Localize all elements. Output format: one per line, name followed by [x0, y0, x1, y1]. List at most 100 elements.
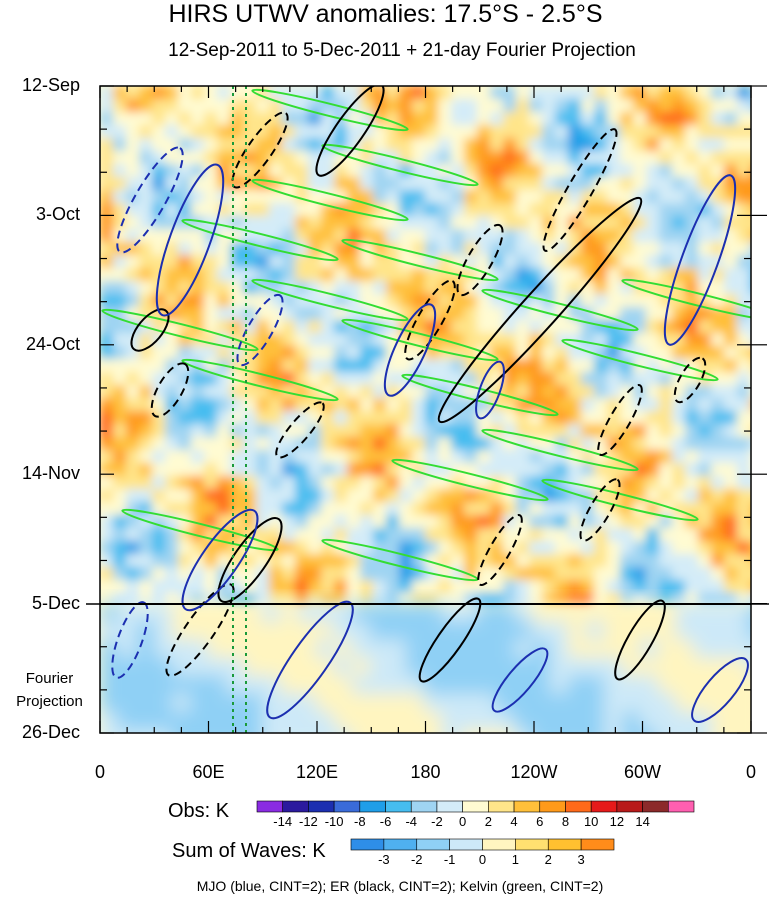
wave-contour	[181, 218, 339, 262]
wave-contour	[116, 146, 184, 254]
obs-colorbar-swatch	[359, 800, 386, 813]
x-tick-label: 0	[94, 762, 105, 782]
waves-colorbar-tick: 2	[544, 852, 552, 867]
projection-label: Fourier Projection	[16, 670, 83, 710]
waves-colorbar-swatch	[482, 838, 516, 851]
wave-contour	[341, 318, 499, 362]
wave-contour	[383, 303, 437, 397]
wave-contour	[181, 358, 339, 402]
wave-contour	[404, 279, 456, 361]
obs-colorbar-swatch	[308, 800, 335, 813]
obs-colorbar-tick: -12	[299, 814, 318, 829]
obs-colorbar-swatch	[462, 800, 489, 813]
wave-contour	[181, 508, 259, 612]
obs-colorbar-swatch	[539, 800, 566, 813]
waves-colorbar-tick: 1	[511, 852, 519, 867]
wave-contour	[579, 478, 621, 542]
waves-colorbar-swatch	[383, 838, 418, 851]
obs-colorbar-label: Obs: K	[168, 800, 230, 822]
wave-contour	[275, 401, 325, 459]
waves-colorbar-swatch	[350, 838, 385, 851]
obs-colorbar-tick: -10	[324, 814, 344, 829]
wave-contour	[691, 657, 749, 723]
wave-contour	[266, 600, 354, 720]
wave-contour	[111, 601, 149, 679]
wave-contour	[491, 647, 549, 713]
wave-contour	[418, 597, 482, 683]
wave-contour	[541, 478, 699, 522]
waves-colorbar-swatch	[580, 838, 615, 851]
wave-contour	[401, 373, 559, 417]
wave-contour	[663, 174, 737, 346]
obs-colorbar-tick: 10	[583, 814, 599, 829]
obs-colorbar-tick: 0	[459, 814, 467, 829]
wave-contour	[437, 196, 643, 424]
x-tick-label: 120E	[295, 762, 339, 782]
wave-contour	[236, 293, 284, 367]
obs-colorbar-tick: -14	[273, 814, 293, 829]
obs-colorbar-swatch	[333, 800, 361, 813]
wave-contour	[614, 599, 666, 681]
y-tick-label: 12-Sep	[21, 75, 80, 95]
obs-colorbar-swatch	[642, 800, 669, 813]
obs-colorbar-swatch	[282, 800, 309, 813]
wave-contour	[341, 238, 499, 282]
obs-colorbar-swatch	[590, 800, 618, 813]
waves-colorbar-label: Sum of Waves: K	[172, 840, 326, 862]
waves-colorbar-swatch	[547, 838, 582, 851]
wave-contour	[101, 308, 259, 352]
obs-colorbar-swatch	[616, 800, 643, 813]
obs-colorbar-tick: 8	[561, 814, 570, 829]
wave-contour	[217, 517, 283, 603]
wave-contour	[150, 362, 190, 418]
wave-contour	[475, 360, 505, 420]
obs-colorbar-tick: -2	[431, 814, 443, 829]
obs-colorbar-tick: 2	[484, 814, 492, 829]
wave-contour	[231, 111, 289, 189]
wave-contour	[321, 143, 479, 187]
waves-colorbar-swatch	[515, 838, 549, 851]
obs-colorbar-tick: 6	[536, 814, 544, 829]
chart-title: HIRS UTWV anomalies: 17.5°S - 2.5°S	[168, 0, 603, 28]
x-tick-label: 180	[410, 762, 441, 782]
wave-contour	[391, 458, 549, 502]
obs-colorbar-tick: 4	[510, 814, 518, 829]
wave-contour	[456, 223, 504, 297]
waves-colorbar-swatch	[416, 838, 450, 851]
wave-contour	[315, 86, 385, 177]
wave-contour	[481, 428, 639, 472]
obs-colorbar-swatch	[256, 800, 284, 813]
wave-contour	[165, 583, 235, 677]
obs-colorbar-swatch	[667, 800, 695, 813]
obs-colorbar-swatch	[488, 800, 515, 813]
waves-colorbar-tick: 0	[478, 852, 487, 867]
obs-colorbar-tick: -8	[354, 814, 366, 829]
wave-contour	[477, 514, 523, 586]
obs-colorbar-tick: 14	[635, 814, 650, 829]
obs-colorbar-swatch	[385, 800, 412, 813]
y-tick-label: 26-Dec	[21, 722, 80, 742]
wave-contour	[121, 508, 279, 552]
wave-contour	[561, 338, 719, 382]
wave-contour	[597, 384, 643, 456]
obs-colorbar-swatch	[513, 800, 541, 813]
chart-subtitle: 12-Sep-2011 to 5-Dec-2011 + 21-day Fouri…	[168, 40, 636, 61]
wave-contour	[621, 278, 751, 322]
obs-colorbar-tick: -6	[379, 814, 392, 829]
wave-contour	[251, 278, 409, 322]
y-tick-label: 3-Oct	[35, 204, 80, 225]
obs-colorbar-swatch	[436, 800, 463, 813]
wave-contour	[251, 178, 409, 222]
wave-contour	[251, 88, 409, 132]
legend-footnote: MJO (blue, CINT=2); ER (black, CINT=2); …	[196, 878, 604, 894]
wave-contour	[130, 308, 170, 352]
y-tick-label: 5-Dec	[31, 592, 80, 613]
x-tick-label: 60E	[192, 762, 225, 782]
y-tick-label: 24-Oct	[25, 333, 80, 354]
waves-colorbar-tick: -1	[443, 852, 456, 867]
waves-colorbar-tick: 3	[577, 852, 585, 867]
obs-colorbar-swatch	[410, 800, 438, 813]
x-tick-label: 60W	[623, 762, 661, 782]
wave-contour	[542, 128, 618, 252]
